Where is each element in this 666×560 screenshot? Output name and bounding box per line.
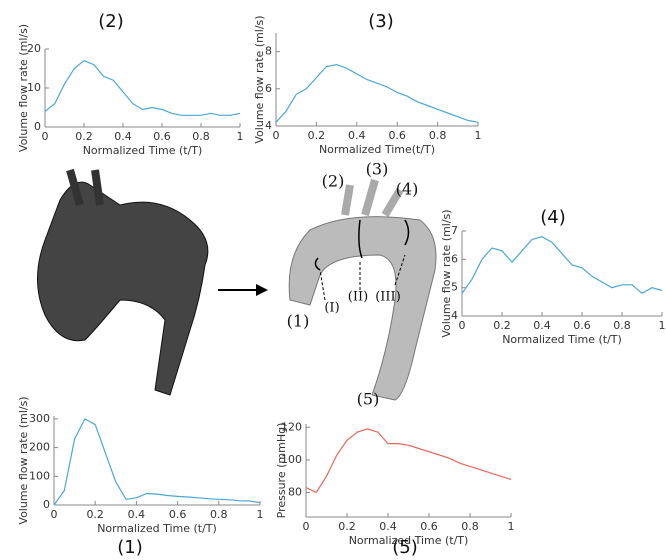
y-tick-label: 200: [29, 441, 50, 454]
y-tick-label: 0: [34, 120, 41, 133]
x-tick-label: 0.2: [308, 129, 326, 142]
chart-title: (5): [392, 537, 418, 558]
x-tick-label: 0.4: [114, 130, 132, 143]
y-tick-label: 100: [29, 469, 50, 482]
x-tick-label: 0.8: [210, 508, 228, 521]
diagram-label: (III): [375, 290, 401, 305]
x-tick-label: 0.6: [169, 508, 187, 521]
x-tick-label: 0.4: [379, 520, 397, 533]
diagram-label: (I): [324, 301, 339, 316]
x-tick-label: 0: [42, 130, 49, 143]
data-line: [54, 419, 260, 505]
chart-title: (4): [540, 207, 566, 228]
x-tick-label: 0.6: [420, 520, 438, 533]
y-tick-label: 8: [265, 45, 272, 58]
diagram-label: (5): [357, 390, 380, 409]
x-tick-label: 0.6: [153, 130, 171, 143]
diagram-label: (4): [396, 180, 419, 199]
x-tick-label: 0.6: [388, 129, 406, 142]
x-tick-label: 0.8: [429, 129, 447, 142]
data-line: [45, 61, 240, 116]
y-tick-label: 4: [265, 119, 272, 132]
x-tick-label: 0.4: [128, 508, 146, 521]
x-tick-label: 1: [237, 130, 244, 143]
data-line: [276, 65, 478, 123]
x-axis-label: Normalized Time (t/T): [83, 144, 203, 157]
x-tick-label: 1: [475, 129, 482, 142]
y-tick-label: 0: [43, 498, 50, 511]
x-tick-label: 0.2: [338, 520, 356, 533]
data-line: [462, 237, 662, 294]
x-tick-label: 0.2: [75, 130, 93, 143]
diagram-label: (3): [366, 160, 389, 179]
x-tick-label: 0.6: [573, 319, 591, 332]
mesh-model: [38, 170, 208, 395]
x-tick-label: 0.2: [493, 319, 511, 332]
x-tick-label: 0: [459, 319, 466, 332]
diagram-label: (II): [348, 290, 368, 305]
x-axis-label: Normalized Time(t/T): [319, 143, 435, 156]
x-tick-label: 0: [273, 129, 280, 142]
x-tick-label: 0.4: [348, 129, 366, 142]
data-line: [306, 429, 511, 493]
chart-title: (3): [368, 11, 394, 32]
x-tick-label: 0.8: [192, 130, 210, 143]
diagram-label: (1): [287, 312, 310, 331]
y-axis-label: Volume flow rate (ml/s): [440, 209, 453, 337]
y-axis-label: Volume flow rate (ml/s): [17, 24, 30, 152]
y-axis-label: Volume flow rate (ml/s): [253, 15, 266, 143]
x-tick-label: 0.2: [86, 508, 104, 521]
figure: 0 1 0 200 0.2 0.4 0.6 0.8 1 Normalized Time (t/T)…: [0, 0, 666, 560]
chart-title: (2): [98, 11, 124, 32]
arrow: [218, 284, 268, 296]
x-tick-label: 0: [303, 520, 310, 533]
x-tick-label: 1: [659, 319, 666, 332]
y-tick-label: 80: [288, 486, 302, 499]
y-axis-label: Pressure (mmHg): [275, 423, 288, 519]
x-tick-label: 1: [508, 520, 515, 533]
chart-title: (1): [117, 537, 143, 558]
x-axis-label: Normalized Time (t/T): [502, 333, 622, 346]
y-tick-label: 6: [265, 82, 272, 95]
x-tick-label: 1: [257, 508, 264, 521]
x-axis-label: Normalized Time (t/T): [97, 522, 217, 535]
x-tick-label: 0.4: [533, 319, 551, 332]
diagram-label: (2): [322, 172, 345, 191]
x-tick-label: 0.8: [613, 319, 631, 332]
y-tick-label: 300: [29, 412, 50, 425]
y-axis-label: Volume flow rate (ml/s): [17, 396, 30, 524]
x-tick-label: 0: [51, 508, 58, 521]
x-tick-label: 0.8: [461, 520, 479, 533]
